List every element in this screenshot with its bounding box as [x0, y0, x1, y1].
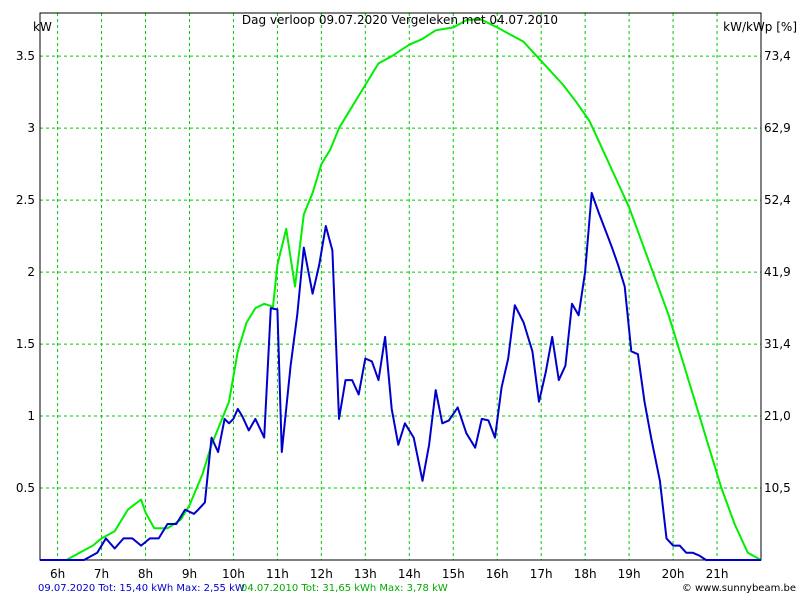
x-tick-label: 20h	[662, 567, 685, 581]
y-tick-label-left: 3.5	[16, 49, 35, 63]
x-tick-label: 19h	[618, 567, 641, 581]
y-tick-label-right: 73,4	[764, 49, 791, 63]
x-tick-label: 7h	[94, 567, 109, 581]
y-tick-label-right: 10,5	[764, 481, 791, 495]
x-tick-labels: 6h 7h 8h 9h 10h 11h 12h 13h 14h 15h 16h 17h 18h 19h 20…	[50, 567, 729, 581]
x-tick-label: 15h	[442, 567, 465, 581]
y-tick-label-left: 0.5	[16, 481, 35, 495]
y-tick-label-right: 52,4	[764, 193, 791, 207]
x-tick-label: 9h	[182, 567, 197, 581]
y-axis-label-right: kW/kWp [%]	[723, 20, 797, 34]
x-tick-label: 8h	[138, 567, 153, 581]
series-line-blue	[40, 191, 761, 561]
x-tick-label: 11h	[266, 567, 289, 581]
chart-title: Dag verloop 09.07.2020 Vergeleken met 04…	[242, 13, 558, 27]
legend-blue-summary: 09.07.2020 Tot: 15,40 kWh Max: 2,55 kW	[38, 583, 245, 594]
series-line-green	[40, 17, 762, 561]
x-tick-label: 14h	[398, 567, 421, 581]
x-tick-label: 6h	[50, 567, 65, 581]
plot-frame	[39, 12, 762, 561]
y-axis-label-left: kW	[33, 20, 52, 34]
x-tick-label: 12h	[310, 567, 333, 581]
y-tick-label-right: 41,9	[764, 265, 791, 279]
x-tick-label: 16h	[486, 567, 509, 581]
vertical-gridlines	[57, 13, 718, 560]
y-tick-label-left: 2	[27, 265, 35, 279]
x-tick-label: 21h	[706, 567, 729, 581]
series-layer	[40, 17, 762, 561]
y-tick-label-left: 2.5	[16, 193, 35, 207]
y-tick-label-right: 21,0	[764, 409, 791, 423]
y-tick-label-left: 1	[27, 409, 35, 423]
y-tick-label-left: 1.5	[16, 337, 35, 351]
x-tick-label: 17h	[530, 567, 553, 581]
x-tick-label: 13h	[354, 567, 377, 581]
legend-green-summary: 04.07.2010 Tot: 31,65 kWh Max: 3,78 kW	[241, 583, 448, 594]
x-tick-label: 18h	[574, 567, 597, 581]
sunnybeam-credit: © www.sunnybeam.be	[681, 583, 796, 594]
y-tick-label-right: 31,4	[764, 337, 791, 351]
x-tick-label: 10h	[222, 567, 245, 581]
y-tick-label-right: 62,9	[764, 121, 791, 135]
y-tick-labels: 0.5 10,5 1 21,0 1.5 31,4 2 41,9 2.5 52,4 3 62,9 3.5 7…	[16, 49, 791, 495]
y-tick-label-left: 3	[27, 121, 35, 135]
horizontal-gridlines	[40, 55, 761, 489]
